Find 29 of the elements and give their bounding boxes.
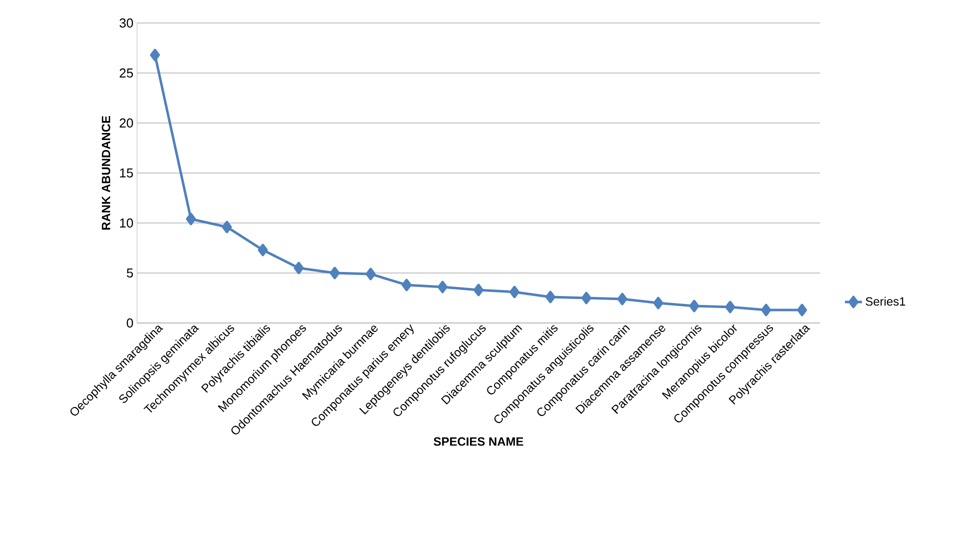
point: [653, 296, 664, 310]
y-tick-label: 20: [120, 118, 133, 128]
point: [509, 286, 520, 298]
y-tick-label: 0: [126, 318, 133, 328]
point: [761, 304, 772, 316]
point: [725, 300, 736, 314]
point: [186, 212, 196, 226]
y-tick-label: 5: [126, 268, 133, 278]
point: [258, 244, 268, 256]
x-axis-title: SPECIES NAME: [434, 437, 524, 446]
point: [402, 278, 412, 292]
point: [797, 304, 808, 316]
point: [689, 300, 700, 312]
point: [330, 266, 340, 280]
point: [366, 268, 376, 280]
y-tick-label: 25: [120, 68, 133, 78]
point: [222, 220, 232, 234]
point: [581, 292, 592, 304]
y-tick-label: 30: [120, 18, 133, 28]
point: [294, 262, 304, 274]
point: [474, 284, 484, 296]
y-axis-title: RANK ABUNDANCE: [102, 116, 110, 230]
point: [150, 48, 160, 62]
y-tick-label: 15: [120, 168, 133, 178]
y-tick-label: 10: [120, 218, 133, 228]
point: [545, 290, 556, 304]
point: [617, 292, 628, 306]
legend-label: Series1: [866, 296, 906, 306]
point: [438, 280, 448, 294]
